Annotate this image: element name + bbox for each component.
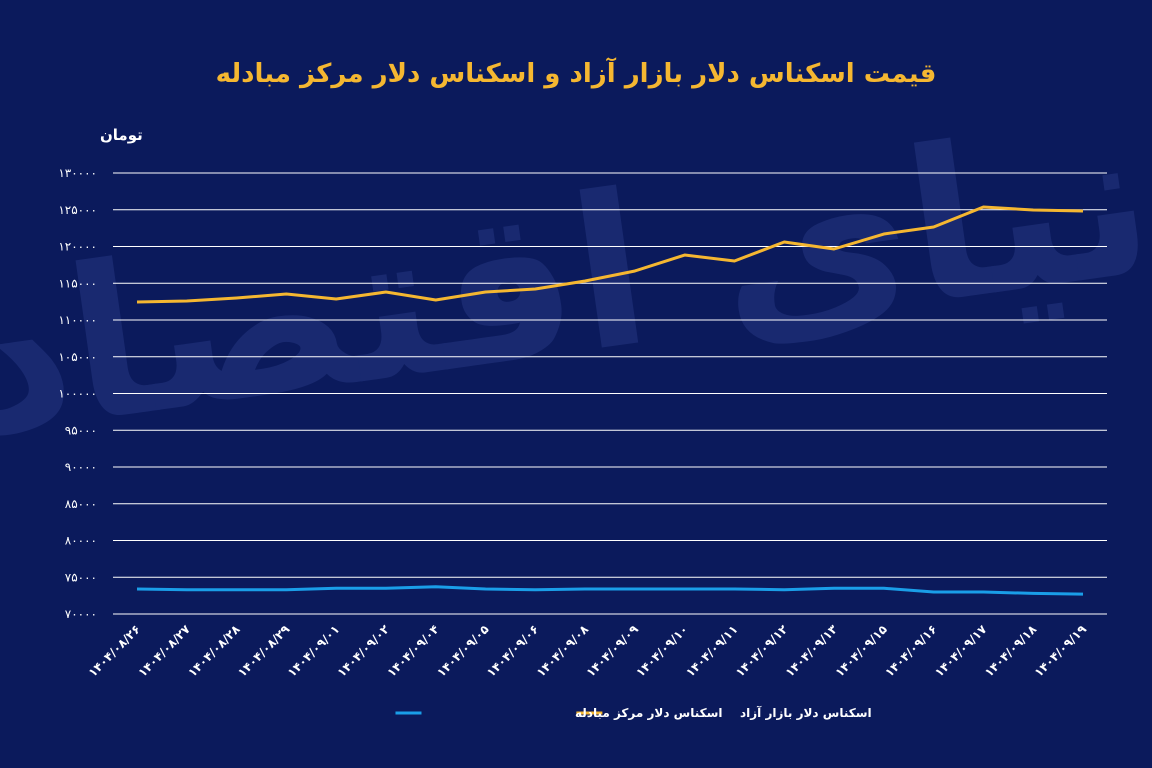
y-tick-label: ۱۱۰۰۰۰ — [58, 313, 97, 327]
x-tick-label: ۱۴۰۴/۰۹/۰۹ — [583, 622, 641, 680]
y-tick-label: ۱۰۵۰۰۰ — [58, 350, 97, 364]
x-tick-label: ۱۴۰۴/۰۸/۲۸ — [185, 622, 243, 680]
y-tick-label: ۹۰۰۰۰ — [65, 460, 97, 474]
x-tick-label: ۱۴۰۴/۰۹/۱۵ — [832, 622, 890, 680]
chart-title: قیمت اسکناس دلار بازار آزاد و اسکناس دلا… — [216, 57, 937, 89]
x-tick-label: ۱۴۰۴/۰۸/۲۶ — [86, 622, 144, 680]
y-tick-label: ۸۰۰۰۰ — [65, 534, 97, 548]
y-tick-label: ۷۵۰۰۰ — [65, 570, 97, 584]
x-tick-label: ۱۴۰۴/۰۹/۱۲ — [733, 622, 791, 680]
y-axis-label: تومان — [100, 126, 143, 144]
x-tick-label: ۱۴۰۴/۰۸/۲۷ — [135, 622, 193, 680]
y-tick-label: ۱۱۵۰۰۰ — [58, 276, 97, 290]
series-line — [136, 585, 1084, 596]
x-tick-label: ۱۴۰۴/۰۹/۰۶ — [484, 622, 542, 680]
y-tick-label: ۱۲۰۰۰۰ — [58, 240, 97, 254]
y-tick-label: ۷۰۰۰۰ — [65, 607, 97, 621]
x-tick-label: ۱۴۰۴/۰۸/۲۹ — [235, 622, 293, 680]
y-tick-label: ۱۰۰۰۰۰ — [58, 387, 97, 401]
x-tick-label: ۱۴۰۴/۰۹/۰۱ — [285, 622, 343, 680]
x-tick-label: ۱۴۰۴/۰۹/۰۲ — [335, 622, 393, 680]
x-tick-label: ۱۴۰۴/۰۹/۰۵ — [434, 622, 492, 680]
y-tick-label: ۱۳۰۰۰۰ — [58, 166, 97, 180]
x-tick-label: ۱۴۰۴/۰۹/۱۸ — [982, 622, 1040, 680]
watermark: دنیای اقتصاد — [0, 61, 1152, 485]
legend-label: اسکناس دلار بازار آزاد — [740, 705, 872, 720]
x-tick-label: ۱۴۰۴/۰۹/۱۶ — [882, 622, 940, 680]
legend-label: اسکناس دلار مرکز مبادله — [575, 706, 723, 720]
x-tick-label: ۱۴۰۴/۰۹/۱۷ — [932, 622, 990, 680]
y-tick-label: ۸۵۰۰۰ — [65, 497, 97, 511]
x-tick-label: ۱۴۰۴/۰۹/۱۳ — [783, 622, 841, 680]
x-tick-label: ۱۴۰۴/۰۹/۰۴ — [384, 622, 442, 680]
series-line — [136, 205, 1084, 304]
x-tick-label: ۱۴۰۴/۰۹/۱۰ — [633, 622, 691, 680]
y-tick-label: ۹۵۰۰۰ — [65, 423, 97, 437]
x-tick-label: ۱۴۰۴/۰۹/۰۸ — [534, 622, 592, 680]
y-tick-label: ۱۲۵۰۰۰ — [58, 203, 97, 217]
x-tick-label: ۱۴۰۴/۰۹/۱۱ — [683, 622, 741, 680]
x-tick-label: ۱۴۰۴/۰۹/۱۹ — [1032, 622, 1090, 680]
